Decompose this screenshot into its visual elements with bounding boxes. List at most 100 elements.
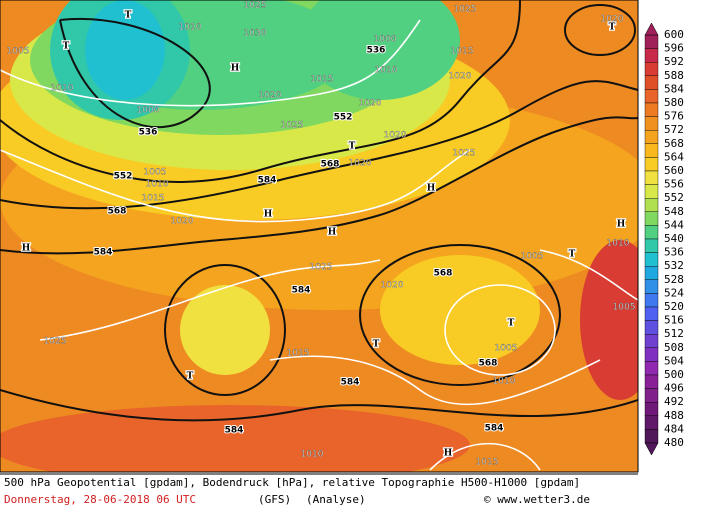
geopotential-label: 584 — [94, 248, 113, 258]
colorbar-label: 572 — [664, 123, 684, 136]
isobar-label: 1020 — [601, 15, 624, 25]
pressure-center: H — [231, 64, 240, 74]
colorbar-cell — [644, 293, 659, 308]
isobar-label: 1025 — [310, 263, 333, 273]
geopotential-label: 584 — [225, 426, 244, 436]
isobar-label: 1025 — [244, 1, 267, 11]
pressure-center: H — [427, 184, 436, 194]
isobar-label: 1020 — [449, 72, 472, 82]
isobar-label: 1005 — [144, 168, 167, 178]
isobar-label: 1005 — [7, 47, 30, 57]
pressure-center: T — [569, 250, 576, 260]
colorbar-label: 488 — [664, 409, 684, 422]
colorbar-label: 520 — [664, 300, 684, 313]
isobar-label: 1020 — [381, 281, 404, 291]
pressure-center: T — [609, 23, 616, 33]
isobar-label: 1015 — [311, 75, 334, 85]
geopotential-label: 536 — [367, 46, 386, 56]
isobar-label: 1025 — [44, 337, 67, 347]
colorbar-cell — [644, 402, 659, 417]
colorbar-cell — [644, 48, 659, 63]
isobar-label: 1000 — [374, 35, 397, 45]
isobar-label: 1030 — [244, 29, 267, 39]
isobar-label: 1005 — [613, 303, 636, 313]
isobar-label: 1010 — [146, 180, 169, 190]
colorbar-label: 552 — [664, 191, 684, 204]
colorbar-label: 484 — [664, 422, 684, 435]
colorbar-cell — [644, 361, 659, 376]
isobar-label: 1010 — [493, 377, 516, 387]
colorbar-label: 536 — [664, 246, 684, 259]
isobar-label: 1010 — [607, 239, 630, 249]
map-area — [0, 0, 638, 472]
colorbar-cell — [644, 157, 659, 172]
isobar-label: 1025 — [453, 149, 476, 159]
colorbar-cell — [644, 75, 659, 90]
colorbar-label: 540 — [664, 232, 684, 245]
colorbar-label: 480 — [664, 436, 684, 449]
colorbar-cap — [644, 22, 659, 36]
colorbar-label: 548 — [664, 205, 684, 218]
field — [580, 240, 638, 400]
field — [380, 255, 540, 365]
colorbar-cell — [644, 89, 659, 104]
pressure-center: T — [508, 319, 515, 329]
colorbar-label: 568 — [664, 137, 684, 150]
colorbar-label: 492 — [664, 395, 684, 408]
colorbar-cell — [644, 320, 659, 335]
geopotential-label: 568 — [108, 207, 127, 217]
colorbar-cell — [644, 238, 659, 253]
geopotential-label: 584 — [292, 286, 311, 296]
colorbar-cell — [644, 347, 659, 362]
colorbar-cell — [644, 184, 659, 199]
colorbar-cell — [644, 62, 659, 77]
pressure-center: H — [617, 220, 626, 230]
colorbar-cell — [644, 143, 659, 158]
colorbar-label: 600 — [664, 28, 684, 41]
isobar-label: 1015 — [451, 47, 474, 57]
isobar-label: 1020 — [349, 159, 372, 169]
footer-credit: © www.wetter3.de — [484, 493, 590, 506]
pressure-center: H — [22, 244, 31, 254]
colorbar-label: 560 — [664, 164, 684, 177]
isobar-label: 1010 — [375, 66, 398, 76]
colorbar-label: 544 — [664, 218, 684, 231]
colorbar-label: 592 — [664, 55, 684, 68]
colorbar-cell — [644, 415, 659, 430]
colorbar-cell — [644, 197, 659, 212]
isobar-label: 1025 — [454, 5, 477, 15]
colorbar-cell — [644, 116, 659, 131]
geopotential-contours — [0, 0, 638, 422]
colorbar-label: 556 — [664, 178, 684, 191]
colorbar-cell — [644, 429, 659, 444]
geopotential-label: 536 — [139, 128, 158, 138]
footer-title: 500 hPa Geopotential [gpdam], Bodendruck… — [4, 476, 580, 489]
colorbar-label: 532 — [664, 259, 684, 272]
geopotential-label: 584 — [341, 378, 360, 388]
pressure-center: H — [444, 449, 453, 459]
colorbar-label: 580 — [664, 96, 684, 109]
geopotential-label: 568 — [321, 160, 340, 170]
colorbar-cell — [644, 279, 659, 294]
field — [85, 0, 165, 100]
colorbar-cell — [644, 170, 659, 185]
isobar-label: 1005 — [521, 252, 544, 262]
geopotential-label: 552 — [334, 113, 353, 123]
isobar-label: 1020 — [259, 91, 282, 101]
geopotential-label: 552 — [114, 172, 133, 182]
field — [180, 285, 270, 375]
colorbar-label: 496 — [664, 382, 684, 395]
pressure-center: T — [125, 11, 132, 21]
colorbar-label: 596 — [664, 42, 684, 55]
map-frame — [0, 0, 639, 473]
colorbar-label: 564 — [664, 150, 684, 163]
geopotential-label: 584 — [485, 424, 504, 434]
geopotential-label: 568 — [434, 269, 453, 279]
footer-run: (Analyse) — [306, 493, 366, 506]
colorbar-cell — [644, 129, 659, 144]
colorbar-label: 576 — [664, 110, 684, 123]
colorbar-cell — [644, 306, 659, 321]
pressure-center: H — [264, 210, 273, 220]
colorbar-cap — [644, 442, 659, 456]
